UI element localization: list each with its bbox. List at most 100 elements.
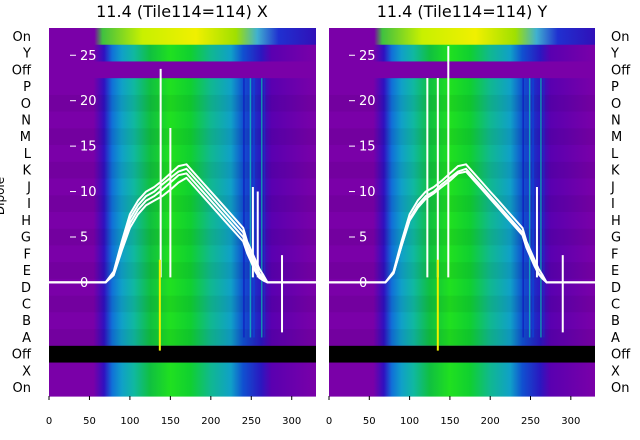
row-label: G	[21, 231, 31, 246]
overlay-line-3	[49, 163, 316, 284]
heatmap-panel-1: 11.4 (Tile114=114) XOnYOffPONMLKJIHGFEDC…	[0, 2, 316, 427]
streak-1	[249, 78, 252, 338]
row-label: X	[22, 364, 31, 379]
row-label: E	[23, 264, 31, 279]
row-label: A	[22, 331, 31, 346]
heatmap-row-shade-4	[329, 94, 595, 112]
heatmap-row-11	[49, 212, 316, 230]
x-tick-label: 100	[400, 416, 419, 427]
row-label: B	[611, 314, 620, 329]
off-band	[329, 345, 595, 363]
heatmap-row-shade-4	[49, 94, 316, 112]
heatmap-row-6	[49, 128, 316, 146]
chart-title: 11.4 (Tile114=114) X	[96, 2, 268, 21]
row-label: E	[611, 264, 619, 279]
heatmap-row-2	[49, 61, 316, 79]
row-label: D	[21, 281, 31, 296]
row-label: H	[611, 214, 621, 229]
heatmap-row-9	[329, 178, 595, 196]
heatmap-row-10	[49, 195, 316, 213]
heatmap-row-13	[49, 245, 316, 263]
heatmap-row-6	[329, 128, 595, 146]
y-axis-label: Dipole	[0, 177, 7, 215]
heatmap-row-shade-10	[329, 195, 595, 212]
heatmap-row-20	[49, 362, 316, 380]
x-tick-label: 50	[83, 416, 96, 427]
overlay-line-1	[329, 170, 595, 284]
row-label: A	[611, 331, 620, 346]
row-label: K	[22, 164, 31, 179]
row-label: On	[611, 381, 629, 396]
row-label: C	[22, 298, 31, 313]
off-band	[49, 345, 316, 363]
row-label: K	[611, 164, 620, 179]
row-label: X	[611, 364, 620, 379]
row-label: L	[611, 147, 619, 162]
heatmap-panel-2: 11.4 (Tile114=114) YOnYOffPONMLKJIHGFEDC…	[326, 2, 631, 427]
x-tick-label: 150	[440, 416, 459, 427]
row-label: Off	[611, 63, 631, 78]
row-label: On	[13, 30, 31, 45]
row-label: Off	[611, 348, 631, 363]
row-label: On	[13, 381, 31, 396]
y-tick-label: 10	[359, 185, 376, 200]
y-tick-label: 15	[80, 140, 97, 155]
y-tick-label: 20	[359, 94, 376, 109]
heatmap-row-12	[49, 228, 316, 247]
overlay-line-2	[329, 163, 595, 284]
row-label: G	[611, 231, 621, 246]
heatmap-row-4	[49, 94, 316, 113]
streak-4	[264, 78, 266, 338]
streak-3	[540, 78, 542, 338]
heatmap-row-15	[329, 278, 595, 297]
y-tick-label: 25	[359, 49, 376, 64]
row-label: C	[611, 298, 620, 313]
row-label: O	[21, 97, 31, 112]
row-label: H	[21, 214, 31, 229]
row-label: J	[26, 180, 31, 195]
heatmap-row-1	[49, 44, 316, 63]
heatmap-row-1	[329, 44, 595, 63]
heatmap-row-17	[49, 312, 316, 330]
x-tick-label: 0	[46, 416, 52, 427]
heatmap-row-4	[329, 94, 595, 113]
streak-4	[543, 78, 545, 338]
row-label: N	[21, 114, 31, 129]
heatmap-row-5	[49, 111, 316, 129]
y-tick-label: 25	[80, 49, 97, 64]
row-label: Y	[610, 47, 619, 62]
heatmap-row-12	[329, 228, 595, 247]
row-label: F	[611, 247, 618, 262]
heatmap-row-7	[329, 145, 595, 163]
y-tick-label: 0	[80, 276, 88, 291]
heatmap-row-11	[329, 212, 595, 230]
row-label: N	[611, 114, 621, 129]
y-tick-label: 15	[359, 140, 376, 155]
x-tick-label: 150	[161, 416, 180, 427]
heatmap-row-16	[329, 295, 595, 313]
overlay-line-2	[49, 176, 316, 284]
heatmap-row-shade-16	[329, 295, 595, 313]
heatmap-row-9	[49, 178, 316, 196]
streak-2	[532, 78, 535, 338]
y-tick-label: 5	[359, 230, 367, 245]
heatmap-row-shade-14	[49, 262, 316, 279]
row-label: I	[27, 197, 31, 212]
heatmap-row-13	[329, 245, 595, 263]
row-label: On	[611, 30, 629, 45]
heatmap-row-shade-6	[49, 128, 316, 146]
row-label: M	[611, 130, 622, 145]
x-tick-label: 200	[201, 416, 220, 427]
heatmap-row-18	[329, 329, 595, 347]
heatmap-row-5	[329, 111, 595, 129]
x-tick-label: 50	[363, 416, 376, 427]
heatmap-row-21	[49, 379, 316, 397]
heatmap-row-17	[329, 312, 595, 330]
heatmap-row-shade-10	[49, 195, 316, 212]
heatmap-row-20	[329, 362, 595, 380]
row-label: Y	[22, 47, 31, 62]
row-label: P	[23, 80, 31, 95]
row-label: Off	[12, 63, 32, 78]
x-tick-label: 250	[521, 416, 540, 427]
row-label: Off	[12, 348, 32, 363]
